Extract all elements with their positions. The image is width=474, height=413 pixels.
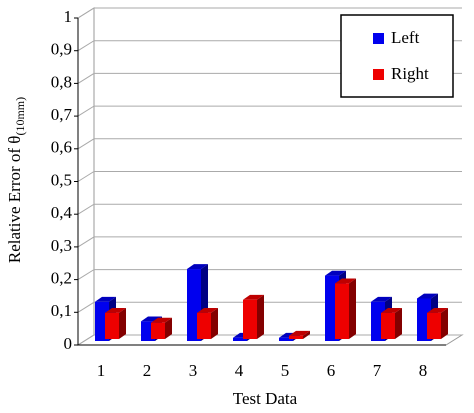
bar-top (289, 330, 310, 336)
bar (105, 307, 126, 339)
y-tick-label: 0,6 (51, 138, 72, 157)
bar-side (165, 317, 172, 339)
x-tick-label: 2 (143, 361, 152, 380)
bar-side (349, 278, 356, 339)
legend-label: Right (391, 64, 429, 83)
grid-line (77, 72, 462, 84)
bar (151, 317, 172, 339)
y-tick-label: 0,3 (51, 236, 72, 255)
grid-line (77, 236, 462, 248)
bar-side (257, 294, 264, 339)
legend-label: Left (391, 28, 420, 47)
bar-front (335, 283, 349, 339)
legend-swatch (373, 33, 384, 44)
y-tick-label: 0,1 (51, 301, 72, 320)
bar-top (151, 317, 172, 323)
bar (381, 307, 402, 339)
y-tick-label: 0,8 (51, 72, 72, 91)
bar-front (105, 312, 119, 339)
grid-line (77, 40, 462, 52)
bar-front (233, 337, 247, 341)
bar-side (441, 307, 448, 339)
bar-top (325, 270, 346, 276)
y-tick-label: 0 (64, 334, 73, 353)
y-tick-label: 1 (64, 7, 73, 26)
grid-line (77, 105, 462, 117)
grid-line (77, 269, 462, 281)
x-tick-label: 1 (97, 361, 106, 380)
grid-line (77, 138, 462, 150)
bar-side (303, 330, 310, 339)
bar (197, 307, 218, 339)
y-axis-label: Relative Error of θ(10mm) (5, 97, 27, 263)
bar-top (243, 294, 264, 300)
y-tick-label: 0,2 (51, 269, 72, 288)
y-axis-label-sub: (10mm) (13, 97, 27, 136)
bar-top (417, 293, 438, 299)
y-tick-label: 0,7 (51, 105, 73, 124)
bar-front (279, 337, 293, 341)
grid-line (77, 7, 462, 19)
y-tick-label: 0,5 (51, 170, 72, 189)
bar-front (289, 335, 303, 339)
bar-front (197, 312, 211, 339)
y-tick-label: 0,9 (51, 40, 72, 59)
bar-top (95, 296, 116, 302)
x-tick-label: 6 (327, 361, 336, 380)
x-axis-label: Test Data (233, 389, 298, 408)
floor (76, 334, 464, 346)
bar-top (371, 296, 392, 302)
bar (427, 307, 448, 339)
legend-box (340, 14, 454, 98)
bar-front (427, 312, 441, 339)
grid-line (77, 171, 462, 182)
x-tick-label: 3 (189, 361, 198, 380)
bar-side (211, 307, 218, 339)
bar-top (427, 307, 448, 313)
bar-top (187, 264, 208, 270)
bar-side (119, 307, 126, 339)
bar-top (335, 278, 356, 284)
y-axis-label-main: Relative Error of θ (5, 136, 24, 264)
bar-front (381, 312, 395, 339)
grid-line (77, 203, 462, 215)
bar-top (381, 307, 402, 313)
bar (243, 294, 264, 339)
x-tick-label: 7 (373, 361, 382, 380)
bar-front (151, 322, 165, 339)
legend-swatch (373, 69, 384, 80)
bar (289, 330, 310, 339)
x-tick-label: 4 (235, 361, 244, 380)
bar-top (197, 307, 218, 313)
bar (335, 278, 356, 339)
bar-side (395, 307, 402, 339)
bar-top (105, 307, 126, 313)
x-tick-label: 5 (281, 361, 290, 380)
grid-line (77, 301, 462, 313)
x-tick-label: 8 (419, 361, 428, 380)
y-tick-label: 0,4 (51, 203, 73, 222)
bar-front (243, 299, 257, 339)
